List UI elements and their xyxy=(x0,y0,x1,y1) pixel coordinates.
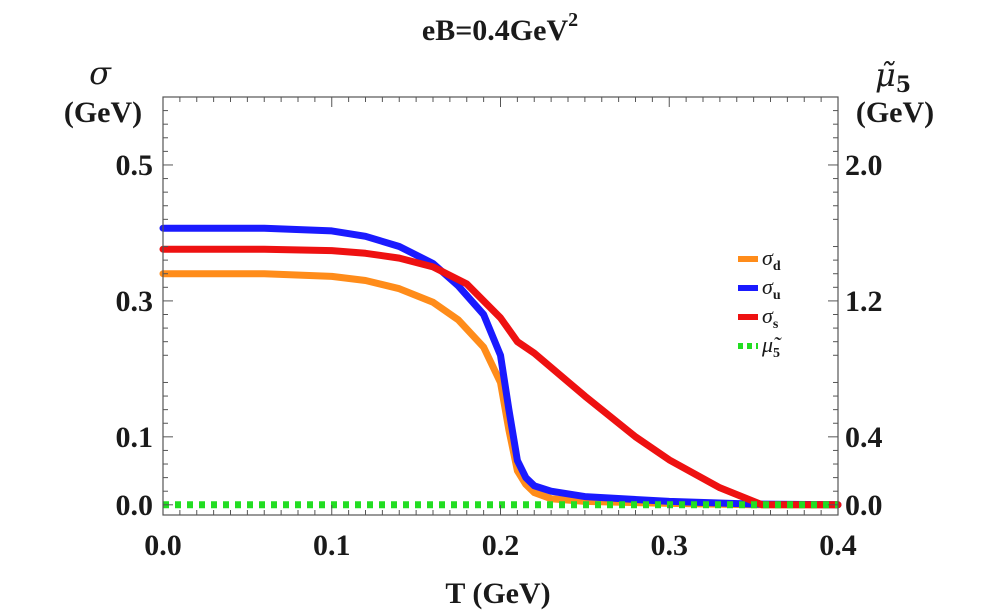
y2-axis-symbol: μ̃5 xyxy=(875,56,911,98)
title-superscript: 2 xyxy=(568,9,578,31)
legend-label-3: σs xyxy=(762,303,779,332)
title-main: eB=0.4GeV xyxy=(422,14,569,47)
legend-label-2: σu xyxy=(762,274,781,303)
series-line-3 xyxy=(159,245,842,509)
x-axis-label: T (GeV) xyxy=(445,577,550,610)
axis-ticks: 0.0 0.1 0.2 0.3 0.4 0.0 0.1 0.3 0.5 0.0 0.4 1.2 2.0 xyxy=(116,97,883,562)
x-tick-label-2: 0.2 xyxy=(482,529,520,562)
y2-tick-label-2: 1.2 xyxy=(845,285,883,318)
series-line-2 xyxy=(159,224,842,509)
x-tick-label-4: 0.4 xyxy=(819,529,857,562)
y-axis-unit: (GeV) xyxy=(64,96,142,129)
legend-label-4: μ̃5 xyxy=(761,332,782,361)
x-tick-label-0: 0.0 xyxy=(144,529,182,562)
plot-series xyxy=(159,224,842,509)
series-line-1 xyxy=(159,270,842,509)
y2-tick-label-3: 2.0 xyxy=(845,149,883,182)
y2-axis-subscript: 5 xyxy=(896,72,911,98)
y-tick-label-3: 0.5 xyxy=(116,149,154,182)
y-tick-label-2: 0.3 xyxy=(116,285,154,318)
y2-tick-label-0: 0.0 xyxy=(845,489,883,522)
y-tick-label-0: 0.0 xyxy=(116,489,154,522)
plot-frame xyxy=(162,96,839,516)
y2-axis-unit: (GeV) xyxy=(856,96,934,129)
y-axis-symbol: σ xyxy=(89,54,112,92)
chart-title: eB=0.4GeV2 xyxy=(422,9,578,47)
legend-label-1: σd xyxy=(762,245,781,274)
x-tick-label-3: 0.3 xyxy=(651,529,689,562)
x-tick-label-1: 0.1 xyxy=(313,529,351,562)
y2-tick-label-1: 0.4 xyxy=(845,421,883,454)
y-tick-label-1: 0.1 xyxy=(116,421,154,454)
